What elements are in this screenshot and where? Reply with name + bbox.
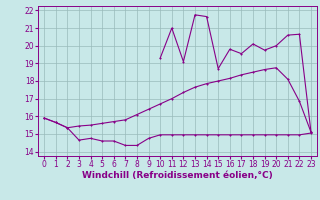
X-axis label: Windchill (Refroidissement éolien,°C): Windchill (Refroidissement éolien,°C) (82, 171, 273, 180)
